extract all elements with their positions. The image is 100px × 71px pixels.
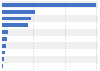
Bar (2, 1, 98, 8)
Bar (2, 49, 98, 56)
Bar (2, 64, 3, 68)
Bar (2, 29, 98, 36)
Bar (2, 10, 34, 13)
Bar (2, 51, 5, 54)
Bar (2, 58, 4, 61)
Bar (2, 56, 98, 63)
Bar (2, 17, 31, 20)
Bar (2, 63, 98, 70)
Bar (2, 15, 98, 22)
Bar (2, 30, 8, 34)
Bar (2, 36, 98, 42)
Bar (2, 22, 98, 29)
Bar (2, 3, 96, 7)
Bar (2, 23, 28, 27)
Bar (2, 8, 98, 15)
Bar (2, 37, 7, 41)
Bar (2, 42, 98, 49)
Bar (2, 44, 6, 48)
